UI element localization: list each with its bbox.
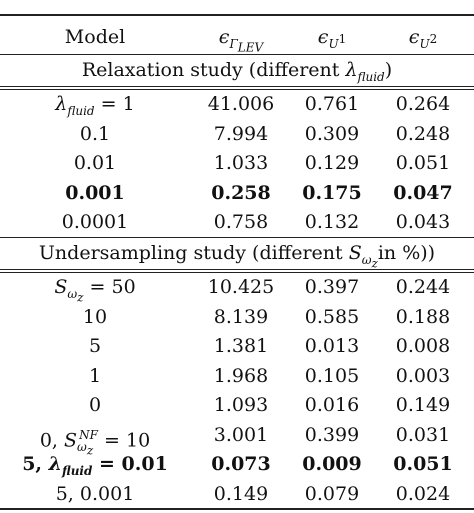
value-gamma-cell: 0.073 xyxy=(211,453,271,475)
table-row: 5 1.381 0.013 0.008 xyxy=(0,331,474,362)
model-cell: 0, SωzNF = 10 xyxy=(39,427,151,458)
value-gamma-cell: 1.968 xyxy=(213,364,269,387)
model-cell: 5 xyxy=(88,335,102,357)
value-u2-cell: 0.043 xyxy=(395,211,451,233)
value-u2-cell: 0.008 xyxy=(395,335,451,357)
value-u1-cell: 0.129 xyxy=(304,152,360,174)
value-gamma-cell: 0.758 xyxy=(213,211,269,233)
value-u1-cell: 0.399 xyxy=(304,423,360,446)
value-u2-cell: 0.244 xyxy=(395,276,451,298)
value-u1-cell: 0.761 xyxy=(304,93,360,115)
table-row: 0.001 0.258 0.175 0.047 xyxy=(0,178,474,209)
section2-rule-top xyxy=(0,237,474,238)
value-u1-cell: 0.079 xyxy=(304,482,360,505)
value-u1-cell: 0.009 xyxy=(302,453,362,475)
value-gamma-cell: 7.994 xyxy=(213,122,269,145)
model-cell: Sωz = 50 xyxy=(54,276,136,305)
table-row: 10 8.139 0.585 0.188 xyxy=(0,302,474,333)
table-row: 0.01 1.033 0.129 0.051 xyxy=(0,148,474,179)
value-u1-cell: 0.016 xyxy=(304,394,360,416)
model-cell: 0.1 xyxy=(79,122,111,145)
value-u1-cell: 0.309 xyxy=(304,122,360,145)
value-u1-cell: 0.175 xyxy=(302,181,362,204)
value-gamma-cell: 1.093 xyxy=(213,394,269,416)
header-col2: ϵU1 xyxy=(317,26,347,51)
value-u2-cell: 0.003 xyxy=(395,364,451,387)
top-rule xyxy=(0,14,474,16)
model-cell: 0.0001 xyxy=(61,211,129,233)
model-cell: 0.01 xyxy=(73,152,117,174)
header-row: Model ϵΓLEV ϵU1 ϵU2 xyxy=(0,22,474,55)
model-cell: 10 xyxy=(82,305,108,328)
value-gamma-cell: 1.381 xyxy=(213,335,269,357)
value-gamma-cell: 10.425 xyxy=(207,276,275,298)
model-cell: 0.001 xyxy=(65,181,125,204)
value-u2-cell: 0.188 xyxy=(395,305,451,328)
value-u2-cell: 0.031 xyxy=(395,423,451,446)
table-row: 5, 0.001 0.149 0.079 0.024 xyxy=(0,479,474,510)
table-row: 0.0001 0.758 0.132 0.043 xyxy=(0,207,474,238)
section1-rule-2 xyxy=(0,89,474,90)
section2-rule-2 xyxy=(0,272,474,273)
header-model: Model xyxy=(64,26,126,48)
value-u2-cell: 0.051 xyxy=(395,152,451,174)
header-col1: ϵΓLEV xyxy=(218,26,264,55)
value-u1-cell: 0.105 xyxy=(304,364,360,387)
value-gamma-cell: 0.149 xyxy=(213,482,269,505)
value-gamma-cell: 8.139 xyxy=(213,305,269,328)
section-relaxation-title: Relaxation study (different λfluid) xyxy=(81,59,393,84)
value-u1-cell: 0.397 xyxy=(304,276,360,298)
header-col3: ϵU2 xyxy=(408,26,438,51)
model-cell: 5, 0.001 xyxy=(55,482,135,505)
value-gamma-cell: 41.006 xyxy=(207,93,275,115)
header-rule xyxy=(0,54,474,55)
value-u2-cell: 0.248 xyxy=(395,122,451,145)
table-row: 1 1.968 0.105 0.003 xyxy=(0,361,474,392)
model-cell: 1 xyxy=(88,364,102,387)
table-row: 5, λfluid = 0.01 0.073 0.009 0.051 xyxy=(0,449,474,480)
value-u2-cell: 0.264 xyxy=(395,93,451,115)
section1-rule xyxy=(0,86,474,87)
model-cell: 0 xyxy=(88,394,102,416)
table-row: Sωz = 50 10.425 0.397 0.244 xyxy=(0,272,474,305)
value-u2-cell: 0.149 xyxy=(395,394,451,416)
bottom-rule xyxy=(0,508,474,510)
value-u2-cell: 0.024 xyxy=(395,482,451,505)
value-u2-cell: 0.047 xyxy=(393,181,453,204)
table-row: 0 1.093 0.016 0.149 xyxy=(0,390,474,421)
value-gamma-cell: 0.258 xyxy=(211,181,271,204)
section-undersampling-title: Undersampling study (different Sωzin %)) xyxy=(38,242,436,271)
value-u1-cell: 0.585 xyxy=(304,305,360,328)
value-gamma-cell: 1.033 xyxy=(213,152,269,174)
value-u1-cell: 0.013 xyxy=(304,335,360,357)
value-gamma-cell: 3.001 xyxy=(213,423,269,446)
value-u2-cell: 0.051 xyxy=(393,453,453,475)
table-row: λfluid = 1 41.006 0.761 0.264 xyxy=(0,89,474,120)
table-row: 0, SωzNF = 10 3.001 0.399 0.031 xyxy=(0,420,474,458)
table-row: 0.1 7.994 0.309 0.248 xyxy=(0,119,474,150)
section2-rule xyxy=(0,269,474,270)
value-u1-cell: 0.132 xyxy=(304,211,360,233)
model-cell: 5, λfluid = 0.01 xyxy=(22,453,168,478)
model-cell: λfluid = 1 xyxy=(55,93,135,118)
